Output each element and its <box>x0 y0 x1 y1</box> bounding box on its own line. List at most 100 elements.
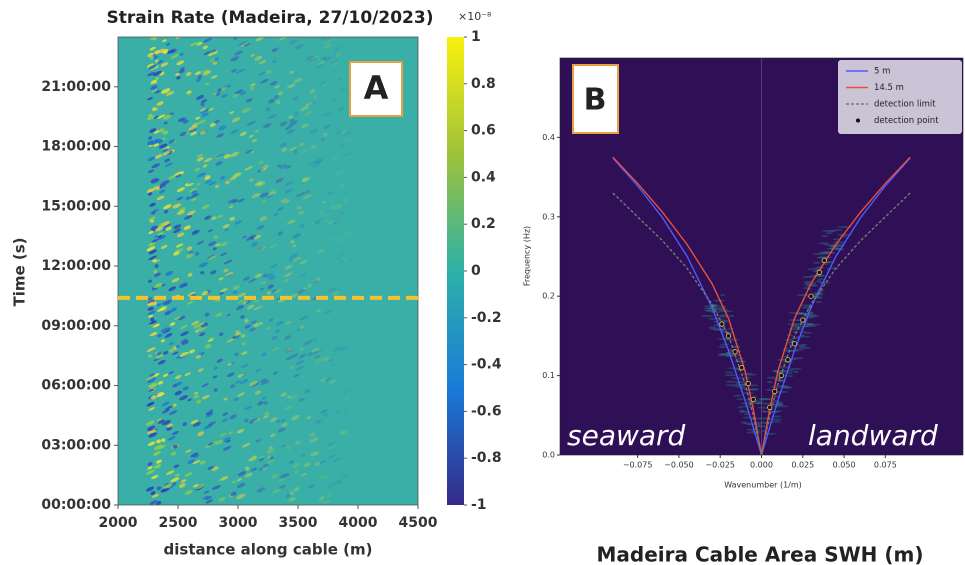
legend-label: detection limit <box>874 100 936 110</box>
texture-streak <box>328 191 333 195</box>
texture-streak <box>268 191 277 196</box>
texture-streak <box>197 431 205 437</box>
texture-streak <box>158 235 167 240</box>
energy-glow <box>724 352 733 355</box>
energy-glow <box>798 345 806 348</box>
texture-streak <box>260 280 267 285</box>
texture-streak <box>309 100 316 106</box>
energy-glow <box>818 242 829 245</box>
texture-streak <box>299 315 309 321</box>
energy-glow <box>708 326 717 329</box>
texture-streak <box>293 257 302 262</box>
texture-streak <box>255 37 264 42</box>
texture-streak <box>168 410 178 415</box>
texture-streak <box>218 497 226 502</box>
texture-streak <box>154 234 159 238</box>
texture-streak <box>251 139 258 143</box>
texture-streak <box>215 312 223 317</box>
energy-glow <box>777 402 782 405</box>
texture-streak <box>201 112 209 117</box>
texture-streak <box>299 142 305 147</box>
texture-streak <box>298 210 305 215</box>
texture-streak <box>196 153 204 158</box>
x-tick-label: 0.075 <box>874 461 897 470</box>
texture-streak <box>238 41 248 46</box>
energy-glow <box>734 357 744 360</box>
texture-streak <box>208 51 216 57</box>
texture-streak <box>229 176 237 181</box>
texture-streak <box>342 258 348 262</box>
texture-streak <box>193 323 202 329</box>
texture-streak <box>148 255 158 261</box>
energy-glow <box>738 410 751 413</box>
energy-glow <box>818 256 833 259</box>
energy-glow <box>796 294 812 297</box>
texture-streak <box>297 206 302 210</box>
texture-streak <box>318 60 325 65</box>
texture-streak <box>160 62 169 67</box>
texture-streak <box>220 476 229 481</box>
heatmap-texture <box>145 37 353 505</box>
texture-streak <box>225 180 230 185</box>
energy-glow <box>806 283 817 286</box>
texture-streak <box>271 335 278 340</box>
texture-streak <box>172 482 177 486</box>
texture-streak <box>257 168 265 173</box>
texture-streak <box>148 230 154 235</box>
texture-streak <box>327 287 337 293</box>
texture-streak <box>292 244 297 248</box>
texture-streak <box>343 199 348 203</box>
detection-point <box>808 293 814 299</box>
texture-streak <box>228 205 234 209</box>
texture-streak <box>200 271 205 275</box>
texture-streak <box>151 475 159 480</box>
x-tick-label: −0.050 <box>664 461 694 470</box>
texture-streak <box>176 232 185 238</box>
energy-glow <box>755 402 762 405</box>
texture-streak <box>299 353 307 358</box>
energy-glow <box>760 410 767 413</box>
texture-streak <box>339 429 348 436</box>
texture-streak <box>294 44 304 50</box>
texture-streak <box>203 37 213 43</box>
texture-streak <box>303 462 311 467</box>
texture-streak <box>330 205 334 210</box>
texture-streak <box>258 160 264 165</box>
texture-streak <box>299 273 307 278</box>
texture-streak <box>190 419 199 424</box>
texture-streak <box>233 37 239 40</box>
texture-streak <box>321 200 327 204</box>
texture-streak <box>323 413 328 417</box>
texture-streak <box>323 499 331 504</box>
texture-streak <box>200 99 208 103</box>
texture-streak <box>250 241 259 247</box>
texture-streak <box>150 178 158 183</box>
texture-streak <box>209 58 216 63</box>
energy-glow <box>800 334 805 337</box>
texture-streak <box>181 340 189 346</box>
texture-streak <box>148 314 154 318</box>
texture-streak <box>149 56 155 60</box>
texture-streak <box>153 464 162 469</box>
texture-streak <box>207 229 213 233</box>
texture-streak <box>154 264 159 268</box>
texture-streak <box>173 464 180 469</box>
texture-streak <box>222 224 230 229</box>
texture-streak <box>320 377 328 382</box>
texture-streak <box>288 115 293 119</box>
texture-streak <box>280 392 287 397</box>
energy-glow <box>737 406 743 409</box>
energy-glow <box>798 346 812 349</box>
texture-streak <box>215 439 224 445</box>
energy-glow <box>768 418 783 421</box>
texture-streak <box>289 70 295 74</box>
energy-glow <box>725 380 737 383</box>
texture-streak <box>165 270 174 276</box>
texture-streak <box>286 347 293 352</box>
texture-streak <box>254 181 263 186</box>
texture-streak <box>258 458 264 462</box>
texture-streak <box>191 320 200 326</box>
texture-streak <box>200 102 205 107</box>
texture-streak <box>279 163 288 170</box>
texture-streak <box>311 55 319 60</box>
